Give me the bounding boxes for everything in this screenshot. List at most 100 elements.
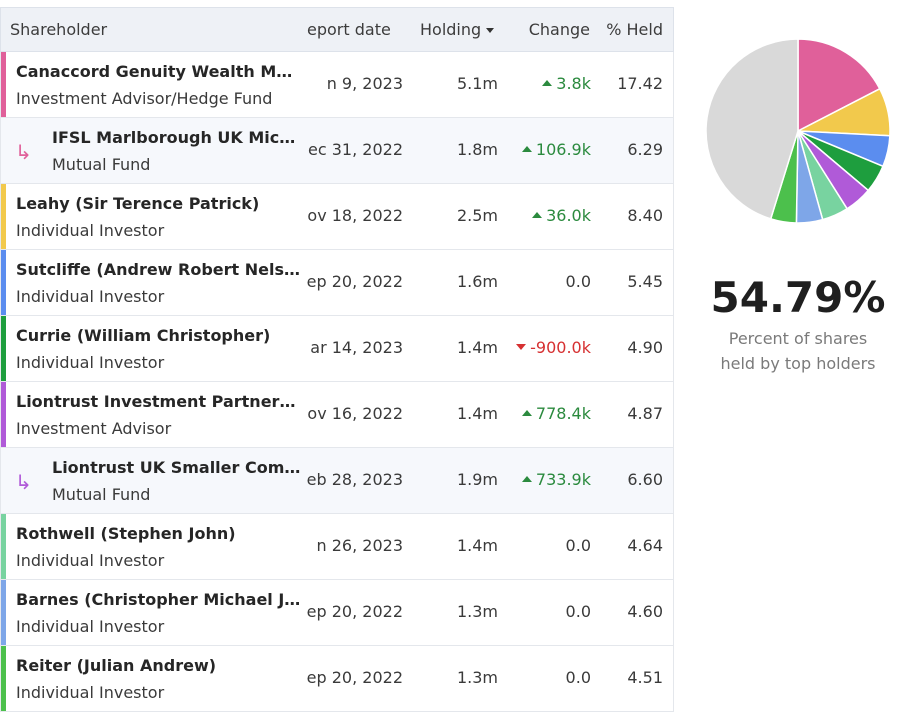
report-date-cell: ar 14, 2023 xyxy=(307,338,403,360)
table-row[interactable]: Barnes (Christopher Michael Jack ... Indi… xyxy=(0,580,674,646)
increase-icon xyxy=(521,145,532,152)
sub-holding-arrow-icon: ↳ xyxy=(15,470,32,494)
change-cell: 36.0k xyxy=(532,206,591,225)
top-holders-percent: 54.79% xyxy=(710,273,886,322)
table-row[interactable]: Liontrust Investment Partners LLP Investm… xyxy=(0,382,674,448)
report-date-cell: ec 31, 2022 xyxy=(307,140,403,162)
table-row[interactable]: ↳ IFSL Marlborough UK Micro-... Mutual Fun… xyxy=(0,118,674,184)
change-value: 3.8k xyxy=(556,74,591,93)
col-holding-label: Holding xyxy=(420,20,482,39)
report-date: n 9, 2023 xyxy=(326,74,403,93)
col-held[interactable]: % Held xyxy=(606,20,663,39)
description-line-2: held by top holders xyxy=(720,354,876,373)
change-cell: 106.9k xyxy=(521,140,591,159)
shareholder-name[interactable]: Reiter (Julian Andrew) xyxy=(16,656,217,675)
shareholder-name[interactable]: Rothwell (Stephen John) xyxy=(16,524,236,543)
decrease-icon xyxy=(516,343,527,350)
row-color-bar xyxy=(1,52,6,117)
percent-held: 4.90 xyxy=(627,338,663,357)
row-color-bar xyxy=(1,382,6,447)
change-value: 36.0k xyxy=(546,206,591,225)
table-row[interactable]: Sutcliffe (Andrew Robert Nelson) Individu… xyxy=(0,250,674,316)
report-date: n 26, 2023 xyxy=(316,536,403,555)
shareholder-name[interactable]: Barnes (Christopher Michael Jack ... xyxy=(16,590,301,609)
shareholder-type: Individual Investor xyxy=(16,221,165,240)
shareholder-name[interactable]: Leahy (Sir Terence Patrick) xyxy=(16,194,260,213)
table-row[interactable]: ↳ Liontrust UK Smaller Compan... Mutual Fu… xyxy=(0,448,674,514)
percent-held: 5.45 xyxy=(627,272,663,291)
shareholder-type: Individual Investor xyxy=(16,683,165,702)
change-value: -900.0k xyxy=(530,338,591,357)
change-cell: 733.9k xyxy=(521,470,591,489)
change-cell: 0.0 xyxy=(566,668,591,687)
table-row[interactable]: Canaccord Genuity Wealth Mana... Investme… xyxy=(0,52,674,118)
table-header: Shareholder eport date Holding Change % … xyxy=(0,7,674,52)
percent-held: 4.51 xyxy=(627,668,663,687)
shareholders-table: Shareholder eport date Holding Change % … xyxy=(0,7,674,712)
holding: 1.3m xyxy=(456,668,498,687)
report-date: eb 28, 2023 xyxy=(307,470,403,489)
shareholder-type: Individual Investor xyxy=(16,551,165,570)
shareholder-type: Individual Investor xyxy=(16,287,165,306)
change-value: 733.9k xyxy=(535,470,591,489)
table-row[interactable]: Leahy (Sir Terence Patrick) Individual In… xyxy=(0,184,674,250)
col-shareholder[interactable]: Shareholder xyxy=(10,20,108,39)
shareholder-name[interactable]: Liontrust Investment Partners LLP xyxy=(16,392,301,411)
shareholder-name[interactable]: Liontrust UK Smaller Compan... xyxy=(52,458,302,477)
report-date-cell: n 26, 2023 xyxy=(307,536,403,558)
shareholder-name[interactable]: Canaccord Genuity Wealth Mana... xyxy=(16,62,301,81)
shareholder-type: Individual Investor xyxy=(16,353,165,372)
shareholder-name[interactable]: IFSL Marlborough UK Micro-... xyxy=(52,128,302,147)
holders-pie-chart xyxy=(705,38,891,224)
holding: 1.8m xyxy=(456,140,498,159)
report-date: ep 20, 2022 xyxy=(307,602,403,621)
report-date-cell: ep 20, 2022 xyxy=(307,272,403,294)
percent-held: 6.60 xyxy=(627,470,663,489)
change-cell: 778.4k xyxy=(521,404,591,423)
shareholder-type: Investment Advisor/Hedge Fund xyxy=(16,89,273,108)
report-date-cell: eb 28, 2023 xyxy=(307,470,403,492)
change-cell: 3.8k xyxy=(542,74,591,93)
increase-icon xyxy=(542,79,553,86)
change-value: 106.9k xyxy=(535,140,591,159)
report-date: ov 16, 2022 xyxy=(307,404,403,423)
change-value: 778.4k xyxy=(535,404,591,423)
holding: 5.1m xyxy=(456,74,498,93)
holding: 2.5m xyxy=(456,206,498,225)
report-date: ep 20, 2022 xyxy=(307,272,403,291)
change-value: 0.0 xyxy=(565,668,591,687)
change-cell: 0.0 xyxy=(566,536,591,555)
row-color-bar xyxy=(1,514,6,579)
table-row[interactable]: Rothwell (Stephen John) Individual Invest… xyxy=(0,514,674,580)
shareholder-name[interactable]: Currie (William Christopher) xyxy=(16,326,271,345)
col-holding[interactable]: Holding xyxy=(420,20,495,39)
table-row[interactable]: Reiter (Julian Andrew) Individual Investo… xyxy=(0,646,674,712)
col-report-date[interactable]: eport date xyxy=(307,20,397,39)
col-change[interactable]: Change xyxy=(528,20,590,39)
row-color-bar xyxy=(1,580,6,645)
table-body: Canaccord Genuity Wealth Mana... Investme… xyxy=(0,52,674,712)
holding: 1.4m xyxy=(456,536,498,555)
report-date-cell: ov 18, 2022 xyxy=(307,206,403,228)
shareholder-type: Mutual Fund xyxy=(52,485,151,504)
percent-held: 4.64 xyxy=(627,536,663,555)
report-date-cell: ov 16, 2022 xyxy=(307,404,403,426)
report-date: ov 18, 2022 xyxy=(307,206,403,225)
description-line-1: Percent of shares xyxy=(728,329,868,348)
report-date-cell: n 9, 2023 xyxy=(307,74,403,96)
pie-slice-0[interactable] xyxy=(797,38,881,133)
table-row[interactable]: Currie (William Christopher) Individual I… xyxy=(0,316,674,382)
holding: 1.4m xyxy=(456,338,498,357)
report-date-cell: ep 20, 2022 xyxy=(307,602,403,624)
sort-down-icon xyxy=(486,28,495,33)
report-date: ep 20, 2022 xyxy=(307,668,403,687)
pie-slice-8[interactable] xyxy=(705,38,799,220)
top-holders-description: Percent of shares held by top holders xyxy=(700,326,896,376)
shareholder-name[interactable]: Sutcliffe (Andrew Robert Nelson) xyxy=(16,260,301,279)
shareholder-type: Mutual Fund xyxy=(52,155,151,174)
percent-held: 8.40 xyxy=(627,206,663,225)
percent-held: 6.29 xyxy=(627,140,663,159)
col-report-date-label: eport date xyxy=(307,20,391,39)
increase-icon xyxy=(521,475,532,482)
holding: 1.6m xyxy=(456,272,498,291)
